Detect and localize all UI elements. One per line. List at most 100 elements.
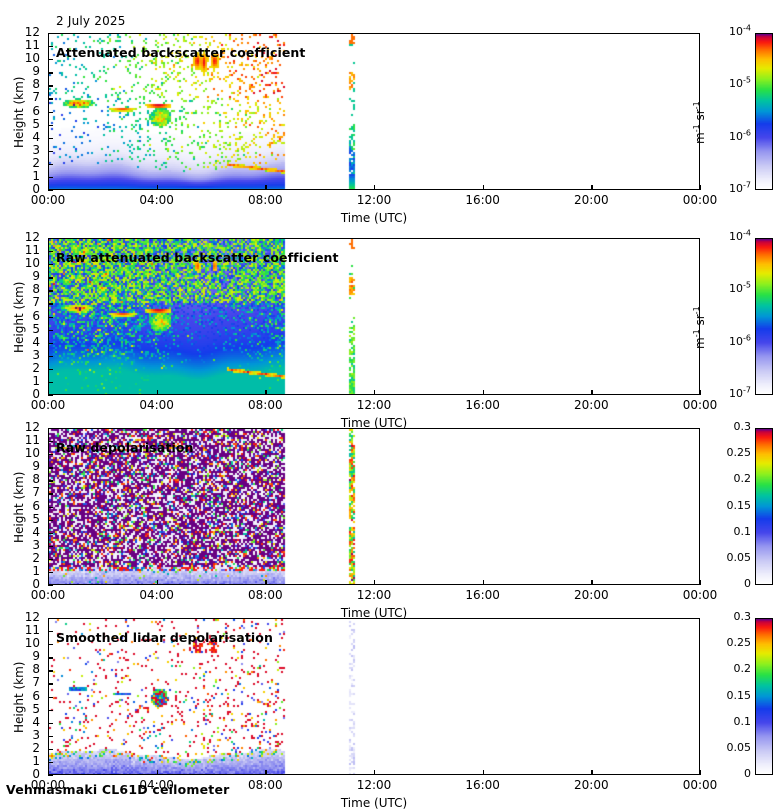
x-tick-mark (700, 185, 702, 190)
y-tick-label: 12 (24, 420, 40, 434)
colorbar-tick-label: 0.3 (733, 610, 752, 623)
plot-area-2[interactable] (48, 238, 700, 395)
y-tick-label: 11 (24, 243, 40, 258)
y-tick-label: 12 (24, 610, 40, 624)
colorbar-tick-label: 0.1 (733, 524, 752, 538)
colorbar-tick-label: 0.1 (733, 714, 752, 728)
x-tick-label: 20:00 (574, 588, 609, 602)
y-tick-label: 8 (32, 77, 40, 92)
y-tick-label: 7 (32, 485, 40, 500)
y-tick-label: 8 (32, 472, 40, 487)
plot-area-1[interactable] (48, 33, 700, 190)
colorbar-gradient-1 (756, 34, 772, 189)
y-tick-mark (48, 46, 53, 48)
x-tick-label: 08:00 (248, 398, 283, 412)
y-tick-mark (48, 290, 53, 292)
y-tick-label: 10 (24, 256, 40, 271)
x-tick-mark (48, 390, 50, 395)
x-tick-label: 00:00 (30, 193, 66, 207)
x-tick-label: 00:00 (682, 193, 718, 207)
colorbar-tick-label: 0.25 (726, 636, 752, 650)
x-tick-label: 20:00 (574, 193, 609, 207)
panel-title-3: Raw depolarisation (56, 440, 194, 455)
y-axis-label-3: Height (km) (12, 471, 26, 543)
colorbar-tick-label: 0 (744, 577, 751, 590)
x-tick-label: 00:00 (30, 778, 66, 792)
x-tick-mark (156, 770, 158, 775)
x-tick-mark (591, 770, 593, 775)
y-tick-label: 4 (32, 524, 40, 539)
y-tick-label: 12 (24, 25, 40, 39)
y-axis-label-1: Height (km) (12, 76, 26, 148)
y-tick-mark (48, 454, 53, 456)
y-tick-mark (48, 124, 53, 126)
y-tick-mark (48, 696, 53, 698)
y-tick-label: 9 (32, 459, 40, 474)
x-tick-label: 12:00 (356, 778, 392, 792)
y-tick-label: 8 (32, 662, 40, 677)
y-tick-label: 1 (32, 168, 40, 183)
colorbar-tick-label: 0.05 (726, 740, 752, 754)
x-tick-mark (482, 390, 484, 395)
x-tick-mark (374, 770, 376, 775)
y-tick-mark (48, 519, 53, 521)
y-tick-label: 4 (32, 129, 40, 144)
x-tick-label: 00:00 (682, 588, 718, 602)
y-tick-mark (48, 441, 53, 443)
y-tick-label: 9 (32, 269, 40, 284)
y-tick-label: 9 (32, 64, 40, 79)
x-tick-mark (482, 770, 484, 775)
plot-area-4[interactable] (48, 618, 700, 775)
colorbar-tick-label: 10-5 (729, 75, 751, 91)
y-tick-label: 10 (24, 636, 40, 651)
y-tick-label: 11 (24, 623, 40, 638)
x-tick-mark (700, 770, 702, 775)
y-tick-mark (48, 33, 53, 35)
y-tick-mark (48, 644, 53, 646)
x-tick-label: 12:00 (356, 398, 392, 412)
x-axis-label-2: Time (UTC) (340, 416, 408, 430)
y-tick-label: 6 (32, 688, 40, 703)
y-tick-label: 7 (32, 295, 40, 310)
colorbar-unit-label-2: m-1 sr-1 (692, 305, 707, 349)
y-tick-label: 10 (24, 446, 40, 461)
y-tick-mark (48, 722, 53, 724)
y-tick-mark (48, 163, 53, 166)
y-tick-mark (48, 683, 53, 685)
panel-title-2: Raw attenuated backscatter coefficient (56, 250, 339, 265)
y-tick-label: 10 (24, 51, 40, 66)
y-tick-label: 5 (32, 701, 40, 716)
y-tick-mark (48, 381, 53, 384)
x-tick-mark (700, 390, 702, 395)
y-tick-label: 6 (32, 308, 40, 323)
y-tick-mark (48, 85, 53, 87)
x-tick-label: 20:00 (574, 778, 609, 792)
y-tick-mark (48, 571, 53, 574)
x-tick-mark (265, 580, 267, 585)
x-tick-label: 08:00 (248, 588, 283, 602)
y-tick-mark (48, 532, 53, 534)
colorbar-2 (755, 238, 773, 395)
colorbar-tick-label: 10-7 (729, 180, 751, 195)
x-tick-mark (48, 185, 50, 190)
x-tick-label: 00:00 (30, 588, 66, 602)
y-axis-label-4: Height (km) (12, 661, 26, 733)
y-tick-label: 3 (32, 142, 40, 157)
x-tick-mark (265, 770, 267, 775)
x-tick-label: 08:00 (248, 778, 283, 792)
x-tick-mark (156, 185, 158, 190)
y-tick-mark (48, 670, 53, 672)
x-tick-mark (48, 580, 50, 585)
plot-area-3[interactable] (48, 428, 700, 585)
x-tick-label: 16:00 (465, 398, 500, 412)
y-tick-label: 0 (32, 387, 40, 401)
colorbar-tick-label: 10-4 (729, 228, 751, 243)
x-tick-mark (265, 390, 267, 395)
y-tick-mark (48, 355, 53, 358)
y-tick-mark (48, 761, 53, 764)
instrument-footer-label: Vehmasmaki CL61D ceilometer (6, 782, 230, 797)
y-tick-label: 4 (32, 334, 40, 349)
y-tick-label: 5 (32, 321, 40, 336)
x-tick-label: 04:00 (139, 588, 174, 602)
y-tick-mark (48, 111, 53, 113)
